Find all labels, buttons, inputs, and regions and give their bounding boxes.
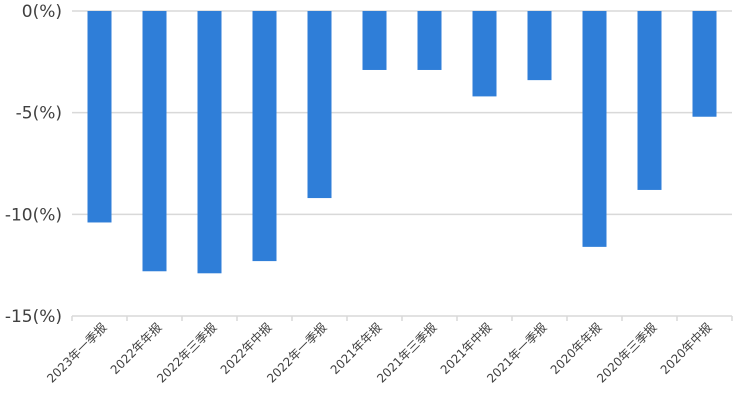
x-tick-label: 2023年一季报 [43, 320, 109, 386]
bar [252, 11, 277, 262]
bar [87, 11, 112, 223]
x-tick-label: 2021年中报 [437, 320, 495, 378]
bar [307, 11, 332, 199]
bar [582, 11, 607, 247]
bar [142, 11, 167, 272]
x-tick-label: 2020年年报 [547, 320, 605, 378]
bars [87, 11, 717, 274]
bar [472, 11, 497, 97]
x-tick-label: 2021年年报 [327, 320, 385, 378]
bar [637, 11, 662, 190]
x-tick-label: 2022年中报 [217, 320, 275, 378]
x-axis: 2023年一季报2022年年报2022年三季报2022年中报2022年一季报20… [43, 316, 733, 386]
x-tick-label: 2020年中报 [657, 320, 715, 378]
y-tick-label: -15(%) [5, 307, 62, 327]
bar [692, 11, 717, 117]
y-tick-label: 0(%) [22, 2, 62, 22]
bar [197, 11, 222, 274]
x-tick-label: 2022年年报 [107, 320, 165, 378]
gridlines [72, 10, 732, 317]
bar [362, 11, 387, 70]
y-tick-label: -10(%) [5, 205, 62, 225]
y-tick-label: -5(%) [16, 104, 62, 124]
y-axis: 0(%) -5(%) -10(%) -15(%) [5, 2, 62, 327]
bar [527, 11, 552, 81]
bar [417, 11, 442, 70]
